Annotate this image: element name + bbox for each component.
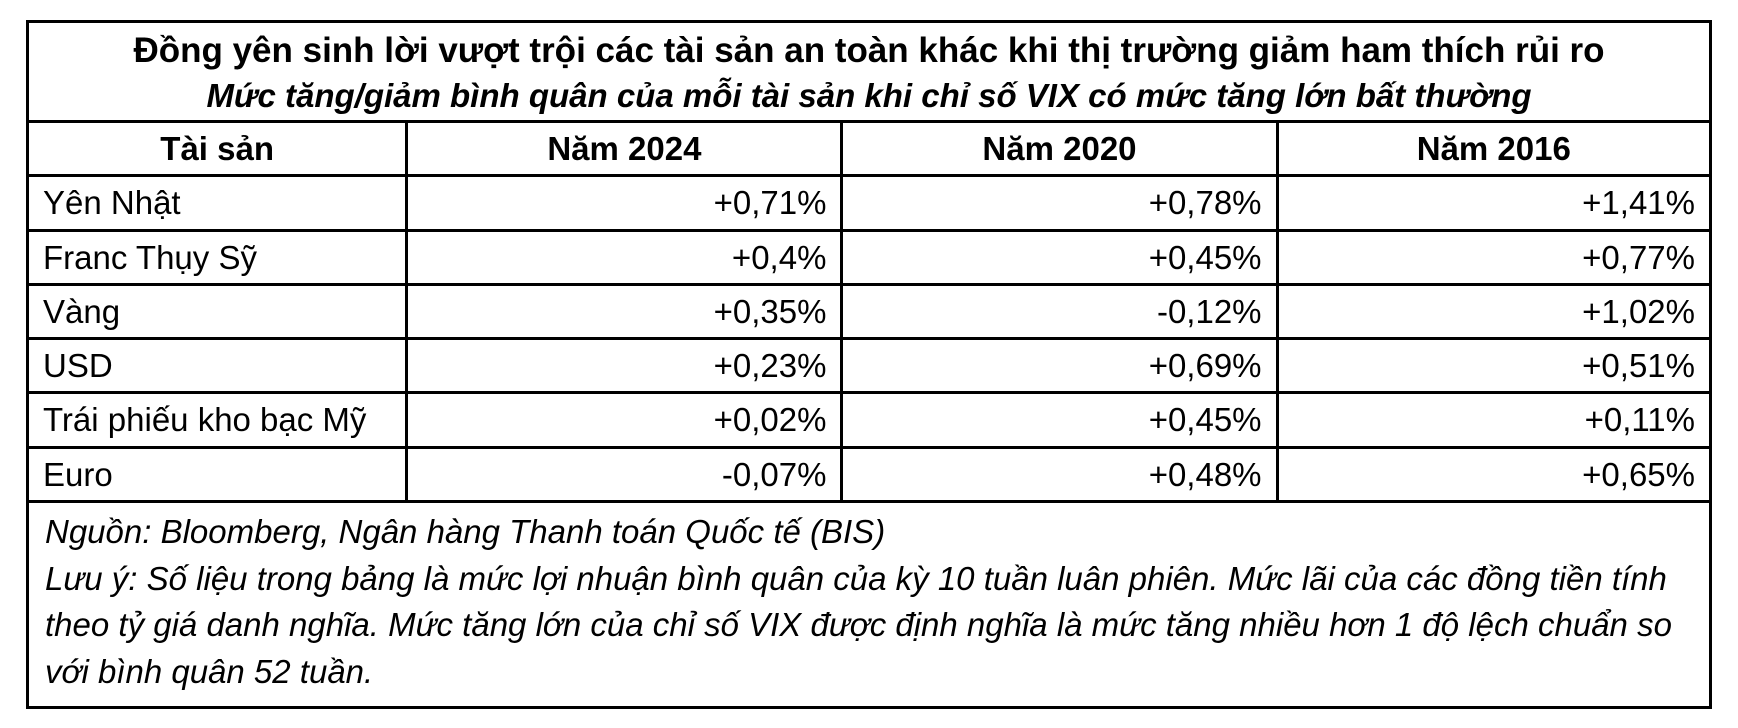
value-cell: +0,23% — [405, 340, 840, 392]
header-year-2020: Năm 2020 — [840, 123, 1275, 175]
value-cell: -0,12% — [840, 285, 1275, 337]
value-cell: +0,77% — [1275, 231, 1709, 283]
asset-cell: Euro — [43, 455, 113, 493]
value-cell: -0,07% — [405, 448, 840, 500]
table-footer: Nguồn: Bloomberg, Ngân hàng Thanh toán Q… — [29, 499, 1709, 706]
header-asset: Tài sản — [160, 130, 275, 167]
table-row: Trái phiếu kho bạc Mỹ +0,02% +0,45% +0,1… — [29, 391, 1709, 446]
methodology-note: Lưu ý: Số liệu trong bảng là mức lợi nhu… — [45, 559, 1672, 691]
value-cell: +0,02% — [405, 394, 840, 446]
value-cell: +0,65% — [1275, 448, 1709, 500]
value-cell: +0,78% — [840, 177, 1275, 229]
data-table-frame: Đồng yên sinh lời vượt trội các tài sản … — [26, 20, 1712, 710]
header-year-2024: Năm 2024 — [405, 123, 840, 175]
title-block: Đồng yên sinh lời vượt trội các tài sản … — [29, 23, 1709, 120]
table-title: Đồng yên sinh lời vượt trội các tài sản … — [133, 31, 1605, 70]
value-cell: +0,71% — [405, 177, 840, 229]
table-subtitle: Mức tăng/giảm bình quân của mỗi tài sản … — [206, 76, 1532, 114]
table-row: Vàng +0,35% -0,12% +1,02% — [29, 282, 1709, 337]
table-row: Yên Nhật +0,71% +0,78% +1,41% — [29, 174, 1709, 229]
asset-cell: Yên Nhật — [43, 184, 181, 222]
value-cell: +1,41% — [1275, 177, 1709, 229]
asset-cell: Trái phiếu kho bạc Mỹ — [43, 401, 367, 439]
value-cell: +1,02% — [1275, 285, 1709, 337]
value-cell: +0,35% — [405, 285, 840, 337]
value-cell: +0,4% — [405, 231, 840, 283]
asset-cell: USD — [43, 347, 113, 384]
value-cell: +0,45% — [840, 394, 1275, 446]
asset-cell: Franc Thụy Sỹ — [43, 238, 257, 276]
asset-cell: Vàng — [43, 292, 121, 330]
value-cell: +0,51% — [1275, 340, 1709, 392]
source-note: Nguồn: Bloomberg, Ngân hàng Thanh toán Q… — [45, 512, 886, 550]
value-cell: +0,11% — [1275, 394, 1709, 446]
table-row: Franc Thụy Sỹ +0,4% +0,45% +0,77% — [29, 228, 1709, 283]
table-header-row: Tài sản Năm 2024 Năm 2020 Năm 2016 — [29, 120, 1709, 175]
header-year-2016: Năm 2016 — [1275, 123, 1709, 175]
value-cell: +0,48% — [840, 448, 1275, 500]
table-row: Euro -0,07% +0,48% +0,65% — [29, 445, 1709, 500]
table-row: USD +0,23% +0,69% +0,51% — [29, 337, 1709, 392]
value-cell: +0,45% — [840, 231, 1275, 283]
value-cell: +0,69% — [840, 340, 1275, 392]
